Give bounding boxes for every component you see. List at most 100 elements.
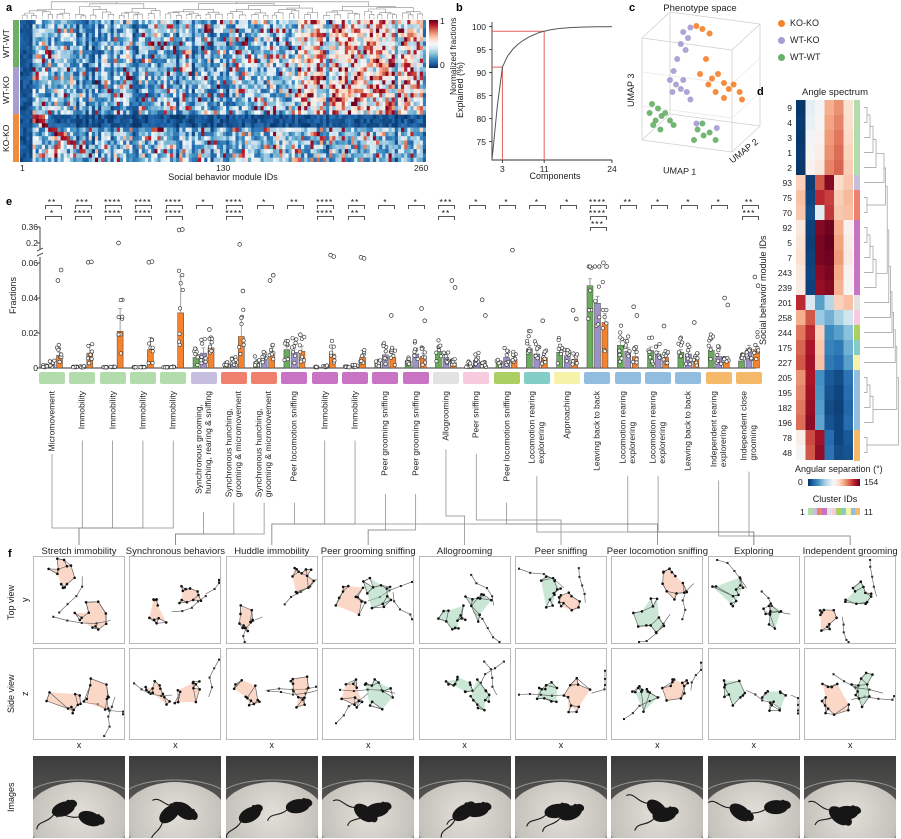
panel-e-category-strip [614,372,641,384]
sig-bracket [256,205,274,209]
mouse-photo [611,756,704,838]
panel-d-row-label: 239 [777,282,792,293]
panel-e-xlabel: Independent rearing explorering [708,391,728,468]
sig-bracket [74,216,92,220]
cluster-id-segment [841,508,846,515]
panel-b-xtick: 3 [500,164,505,174]
panel-b-xtick: 24 [607,164,617,174]
panel-f-image-cell [418,756,511,838]
panel-d-row-label: 3 [787,132,792,143]
panel-d-row-label: 1 [787,147,792,158]
sig-bracket [135,216,153,220]
panel-d-cluster-segment [854,175,860,191]
panel-e-ytick: 0.36 [21,222,38,232]
panel-d-cluster-segment [854,145,860,161]
panel-e-category-strip [311,372,338,384]
sig-bracket [74,205,92,209]
panel-d-row-label: 201 [777,297,792,308]
sig-bracket [226,216,244,220]
panel-e-xlabel: Peer locomotion sniffing [288,391,299,482]
panel-d-colorbar-unit: (°) [873,464,883,474]
wt-wt-dot-icon [778,54,785,61]
sig-stars: **** [103,197,122,207]
panel-d-row-label: 92 [782,222,792,233]
pose-skeleton-plot [419,557,512,645]
panel-f-column-title: Exploring [733,546,774,557]
panel-f-side-view-cell [418,648,512,741]
panel-f-column-title: Allogrooming [436,546,493,557]
panel-a-heatmap [20,20,426,162]
sig-stars: * [474,197,479,207]
sig-bracket [680,205,698,209]
sig-stars: **** [73,208,91,218]
sig-bracket [741,216,759,220]
panel-d-row-label: 78 [782,432,792,443]
mouse-photo [418,756,511,838]
panel-f-side-view-cell [515,648,608,741]
panel-e-xlabel: Approaching [561,391,572,439]
panel-e-category-strip [523,372,550,384]
panel-d-row-label: 70 [782,207,792,218]
panel-d-row-label: 2 [787,162,792,173]
panel-e-xlabel: Leaving back to back [591,391,602,471]
panel-d-row-label: 4 [787,117,792,128]
panel-d-row-label: 75 [782,192,792,203]
panel-b-letter: b [456,2,463,14]
sig-bracket [589,205,607,209]
pose-skeleton-plot [805,557,898,645]
panel-e-ytick: 0 [33,363,38,373]
panel-e-ytick: 0.2 [26,238,38,248]
mouse-photo [707,756,800,838]
panel-b-ytick: 75 [476,136,486,147]
panel-f-x-axis-label: x [365,740,371,750]
sig-bracket [589,216,607,220]
panel-f-top-view-cell [225,556,319,645]
panel-a-dendrogram [20,1,426,19]
panel-a-group-label: WT-WT [1,29,11,58]
panel-f-images-label: Images [6,782,16,812]
sig-bracket [438,205,456,209]
sig-stars: **** [134,197,152,207]
panel-f-top-view-cell [418,556,512,645]
panel-f-x-axis-label: x [462,740,467,750]
panel-f-column-title: Peer locomotion sniffing [606,546,708,557]
sig-bracket [196,205,214,209]
panel-f-sideview-label: Side view [6,674,16,714]
panel-b-xlabel: Components [529,171,581,181]
panel-b-ytick: 85 [476,90,486,101]
panel-d-heatmap [796,100,853,460]
panel-d-row-label: 48 [782,447,792,458]
mouse-photo [804,756,897,838]
panel-e-category-strip [493,372,520,384]
panel-d-cluster-segment [854,235,860,251]
panel-d-cluster-segment [854,400,860,416]
panel-c-scatter3d [632,8,767,168]
panel-d-cluster-segment [854,355,860,371]
mouse-photo [129,756,222,838]
panel-e-category-strip [705,372,732,384]
sig-stars: * [413,197,418,207]
panel-f-topview-label: Top view [6,584,16,620]
sig-stars: *** [591,219,604,229]
pose-skeleton-plot [130,649,223,741]
sig-bracket [44,216,62,220]
sig-bracket [226,205,244,209]
sig-bracket [347,205,365,209]
pose-skeleton-plot [34,557,126,645]
sig-bracket [347,216,365,220]
panel-f-column-title: Peer sniffing [534,546,588,557]
panel-f-column-title: Stretch immobility [41,546,117,557]
panel-e-category-strip [463,372,490,384]
panel-e-xlabel: Leaving back to back [682,391,693,471]
panel-f-image-cell [129,756,222,838]
panel-b-plot [468,8,648,163]
panel-e-category-strip [160,372,187,384]
panel-f-image-cell [611,756,704,838]
panel-f-image-cell [225,756,318,838]
pose-skeleton-plot [130,557,223,645]
panel-d-letter: d [757,86,764,98]
pose-skeleton-plot [708,557,801,645]
panel-e-category-strip [402,372,429,384]
sig-stars: * [686,197,691,207]
